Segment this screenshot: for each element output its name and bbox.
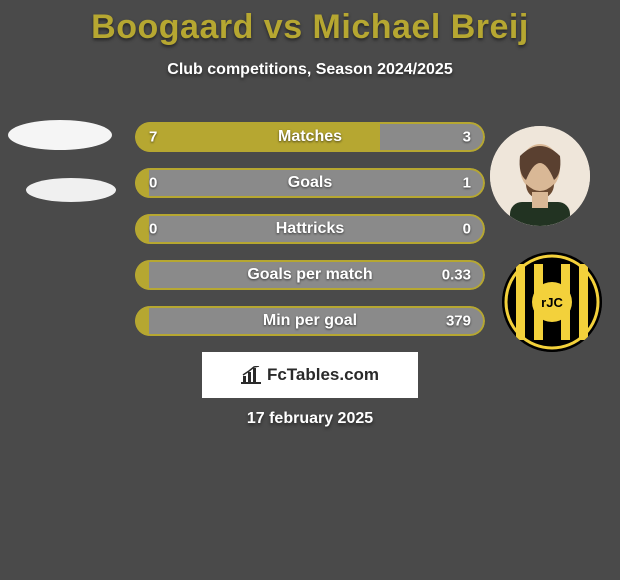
- stat-value-right: 1: [463, 175, 471, 192]
- stat-label: Goals per match: [135, 266, 485, 284]
- club-right-avatar: rJC: [502, 252, 602, 352]
- stat-value-right: 0.33: [442, 267, 471, 284]
- svg-text:rJC: rJC: [541, 295, 563, 310]
- stat-value-right: 0: [463, 221, 471, 238]
- stat-value-left: 0: [149, 175, 157, 192]
- bar-chart-icon: [241, 366, 261, 384]
- stat-row: Goals per match0.33: [135, 260, 485, 290]
- stat-value-right: 3: [463, 129, 471, 146]
- stat-value-right: 379: [446, 313, 471, 330]
- stat-row: Min per goal379: [135, 306, 485, 336]
- stat-label: Goals: [135, 174, 485, 192]
- source-logo-text: FcTables.com: [267, 365, 379, 385]
- player-right-avatar: [490, 126, 590, 226]
- comparison-bars: Matches73Goals01Hattricks00Goals per mat…: [135, 122, 485, 352]
- stat-row: Goals0 1: [135, 168, 485, 198]
- player-left-avatar: [8, 120, 112, 150]
- club-left-avatar: [26, 178, 116, 202]
- infographic-container: Boogaard vs Michael Breij Club competiti…: [0, 0, 620, 580]
- stat-row: Matches7 3: [135, 122, 485, 152]
- stat-value-left: 0: [149, 221, 157, 238]
- subtitle: Club competitions, Season 2024/2025: [0, 61, 620, 79]
- stat-row: Hattricks0 0: [135, 214, 485, 244]
- stat-label: Hattricks: [135, 220, 485, 238]
- source-logo: FcTables.com: [202, 352, 418, 398]
- date-text: 17 february 2025: [0, 410, 620, 428]
- stat-label: Min per goal: [135, 312, 485, 330]
- page-title: Boogaard vs Michael Breij: [0, 0, 620, 47]
- stat-value-left: 7: [149, 129, 157, 146]
- stat-label: Matches: [135, 128, 485, 146]
